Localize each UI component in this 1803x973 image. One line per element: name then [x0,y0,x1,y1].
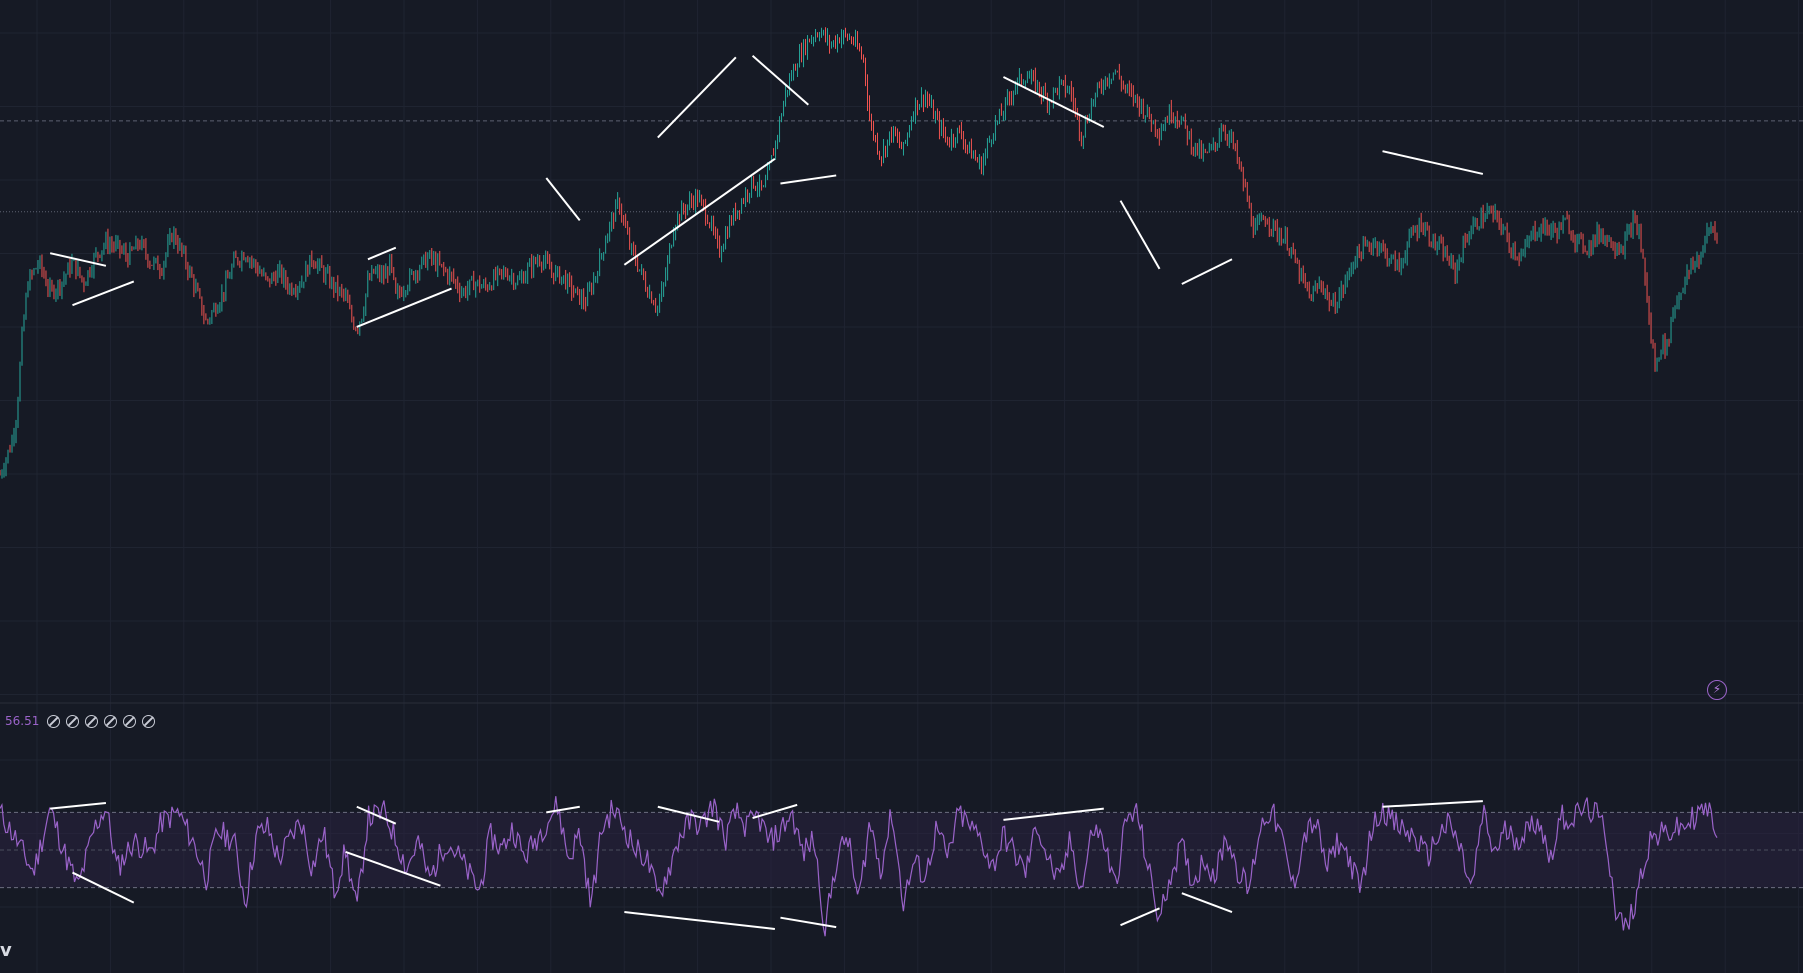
indicator-legend: 56.51 [5,712,156,730]
oscillator-trendline [752,803,798,819]
oscillator-trendline [780,916,837,929]
oscillator-trendline [345,850,441,887]
hide-icon[interactable] [47,714,61,728]
price-trendline [1119,200,1161,270]
price-trendline [1181,258,1233,285]
price-trendline [1002,76,1105,128]
price-trendline [72,280,135,307]
hide-icon[interactable] [123,714,137,728]
oscillator-trendline [624,911,775,930]
oscillator-trendline [356,805,397,825]
price-trendline [545,177,581,222]
price-trendline [623,157,776,266]
oscillator-trendline [1382,800,1483,808]
price-trendline [657,56,737,139]
price-trendline [751,55,809,106]
oscillator-trendline [1120,907,1160,927]
hide-icon[interactable] [66,714,80,728]
oscillator-trendline [50,802,107,810]
price-trendline [356,287,452,328]
price-trendline [49,252,107,267]
hide-icon[interactable] [142,714,156,728]
price-trendline [780,174,837,185]
watermark: v [0,940,12,961]
hide-icon[interactable] [104,714,118,728]
oscillator-trendline [1181,892,1233,913]
oscillator-trendline [1003,807,1104,821]
lightning-icon[interactable]: ⚡ [1707,680,1727,700]
indicator-value: 56.51 [5,714,40,728]
price-trendline [1382,150,1484,175]
oscillator-trendline [657,805,720,823]
oscillator-trendline [546,805,580,814]
oscillator-band [0,812,1803,888]
hide-icon[interactable] [85,714,99,728]
oscillator-line [0,796,1718,937]
oscillator-trendline [72,871,135,904]
price-trendline [367,246,397,261]
